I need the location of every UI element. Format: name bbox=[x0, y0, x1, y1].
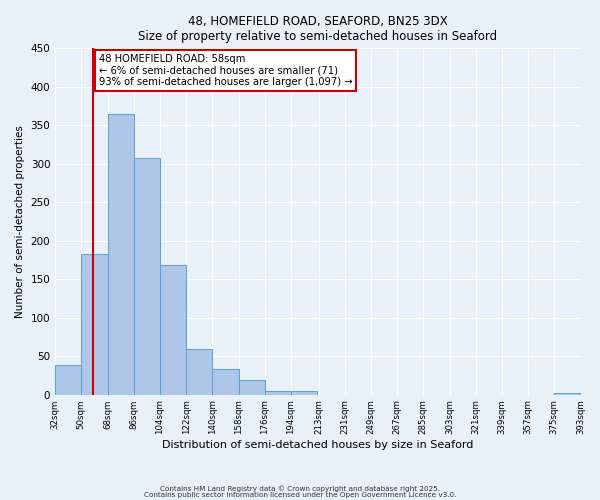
Bar bbox=[265, 391, 291, 394]
Bar bbox=[134, 158, 160, 394]
Bar bbox=[160, 266, 186, 394]
Bar bbox=[239, 380, 265, 394]
Text: Contains HM Land Registry data © Crown copyright and database right 2025.
Contai: Contains HM Land Registry data © Crown c… bbox=[144, 485, 456, 498]
Bar bbox=[186, 348, 212, 395]
Title: 48, HOMEFIELD ROAD, SEAFORD, BN25 3DX
Size of property relative to semi-detached: 48, HOMEFIELD ROAD, SEAFORD, BN25 3DX Si… bbox=[138, 15, 497, 43]
Bar bbox=[55, 366, 82, 394]
Bar bbox=[554, 393, 581, 394]
Bar bbox=[82, 254, 107, 394]
Bar bbox=[107, 114, 134, 394]
Bar bbox=[212, 370, 239, 394]
Y-axis label: Number of semi-detached properties: Number of semi-detached properties bbox=[15, 125, 25, 318]
X-axis label: Distribution of semi-detached houses by size in Seaford: Distribution of semi-detached houses by … bbox=[162, 440, 473, 450]
Bar bbox=[291, 391, 317, 394]
Text: 48 HOMEFIELD ROAD: 58sqm
← 6% of semi-detached houses are smaller (71)
93% of se: 48 HOMEFIELD ROAD: 58sqm ← 6% of semi-de… bbox=[99, 54, 352, 87]
